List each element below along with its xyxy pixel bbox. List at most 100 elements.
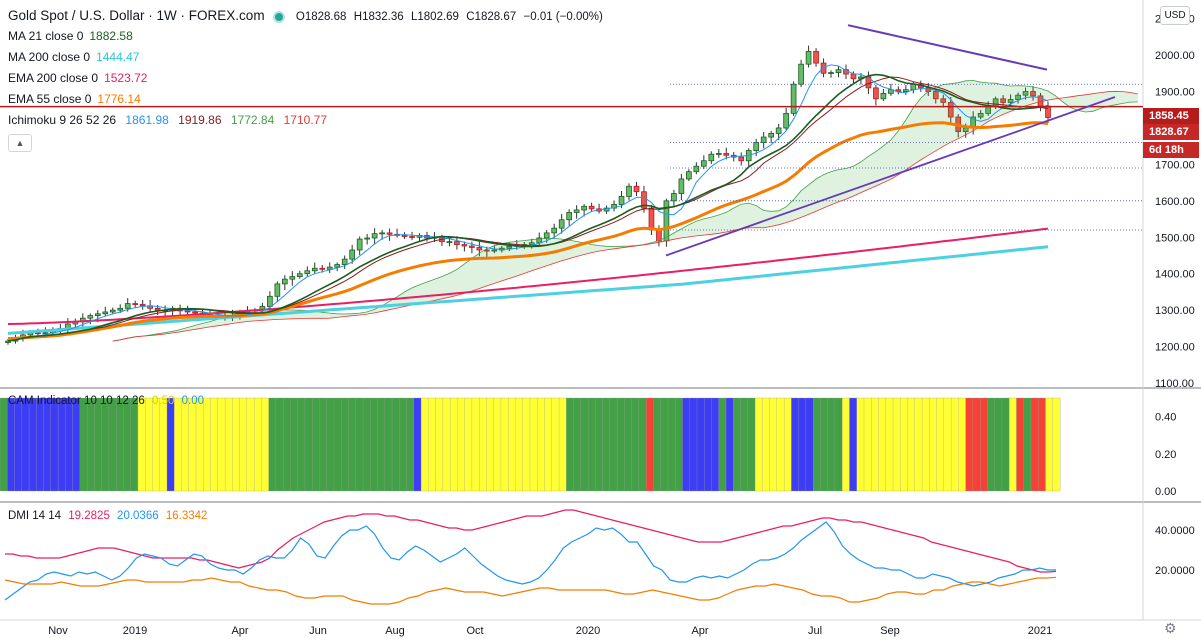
candle-body bbox=[760, 136, 767, 143]
cam-legend[interactable]: CAM Indicator 10 10 12 26 0.50 0.00 bbox=[8, 395, 204, 407]
cam-bar bbox=[370, 397, 378, 492]
cam-bar bbox=[827, 397, 836, 492]
cam-bar bbox=[275, 397, 284, 492]
cam-bar bbox=[348, 397, 357, 492]
cam-bar bbox=[362, 397, 371, 492]
cam-bar bbox=[907, 397, 916, 492]
cam-bar bbox=[616, 397, 625, 492]
cam-bar bbox=[791, 397, 800, 492]
candle-body bbox=[708, 153, 715, 162]
candle-body bbox=[828, 72, 834, 74]
cam-bar bbox=[885, 397, 894, 492]
price-tick-label: 1300.00 bbox=[1155, 305, 1195, 317]
legend-ema55[interactable]: EMA 55 close 0 1776.14 bbox=[8, 92, 141, 106]
cam-bar bbox=[101, 397, 110, 492]
ohlc-change: −0.01 (−0.00%) bbox=[523, 11, 603, 23]
cam-bar bbox=[413, 397, 422, 492]
legend-ema200[interactable]: EMA 200 close 0 1523.72 bbox=[8, 71, 147, 85]
cam-bar bbox=[399, 397, 408, 492]
cam-bar bbox=[914, 397, 923, 492]
cam-bar bbox=[515, 397, 524, 492]
candle-body bbox=[573, 209, 580, 213]
cam-bar bbox=[7, 397, 15, 492]
candle-body bbox=[618, 196, 625, 205]
candle-body bbox=[558, 219, 565, 229]
legend-ma200[interactable]: MA 200 close 0 1444.47 bbox=[8, 50, 139, 64]
time-tick-label: 2019 bbox=[123, 625, 147, 637]
cam-bar bbox=[326, 397, 335, 492]
candle-body bbox=[790, 83, 797, 114]
candle-body bbox=[334, 264, 341, 268]
candle-body bbox=[700, 160, 707, 167]
price-tick-label: 2000.00 bbox=[1155, 50, 1195, 62]
cam-bar bbox=[675, 397, 683, 492]
candle-body bbox=[693, 165, 700, 173]
cam-value-1: 0.50 bbox=[152, 395, 175, 407]
currency-button[interactable]: USD bbox=[1160, 6, 1190, 25]
cam-bar bbox=[522, 397, 531, 492]
collapse-legend-button[interactable]: ▲ bbox=[8, 134, 32, 152]
dmi-tick-label: 20.0000 bbox=[1155, 565, 1195, 577]
cam-bar bbox=[747, 397, 756, 492]
cam-bar bbox=[646, 397, 654, 492]
dmi-adx-line bbox=[5, 509, 1057, 573]
candle-body bbox=[775, 127, 782, 134]
candle-body bbox=[454, 241, 460, 245]
cam-bar bbox=[558, 397, 567, 492]
candle-body bbox=[977, 112, 984, 118]
legend-ema200-value: 1523.72 bbox=[104, 71, 148, 85]
candle-body bbox=[551, 227, 558, 234]
candle-body bbox=[1045, 105, 1051, 118]
price-tick-label: 1700.00 bbox=[1155, 159, 1195, 171]
cam-bar bbox=[181, 397, 190, 492]
candle-body bbox=[1030, 91, 1036, 97]
cam-bar bbox=[733, 397, 741, 492]
settings-gear-icon[interactable]: ⚙ bbox=[1164, 620, 1177, 636]
cam-bar bbox=[1030, 397, 1039, 492]
cam-bar bbox=[508, 397, 516, 492]
time-tick-label: Apr bbox=[231, 625, 248, 637]
candle-body bbox=[274, 283, 281, 297]
candle-body bbox=[903, 89, 909, 92]
cam-bar bbox=[769, 397, 778, 492]
cam-bar bbox=[0, 397, 8, 492]
ichimoku-base-value: 1919.86 bbox=[178, 113, 222, 127]
cam-bar bbox=[1023, 397, 1032, 492]
cam-bar bbox=[130, 397, 139, 492]
cam-bar bbox=[936, 397, 945, 492]
ohlc-high: H1832.36 bbox=[353, 11, 404, 23]
price-tag-hline: 1858.45 bbox=[1143, 108, 1199, 124]
cam-bar bbox=[479, 397, 487, 492]
candle-body bbox=[528, 242, 535, 245]
dmi-legend[interactable]: DMI 14 14 19.2825 20.0366 16.3342 bbox=[8, 510, 207, 522]
price-tick-label: 1600.00 bbox=[1155, 196, 1195, 208]
cam-tick-label: 0.40 bbox=[1155, 412, 1176, 424]
candle-body bbox=[94, 313, 101, 316]
cam-bar bbox=[486, 397, 495, 492]
cam-bar bbox=[1016, 397, 1025, 492]
candle-body bbox=[282, 278, 288, 285]
cam-bar bbox=[464, 397, 473, 492]
ohlc-low: L1802.69 bbox=[410, 11, 459, 23]
ichimoku-conversion-value: 1861.98 bbox=[125, 113, 169, 127]
candle-body bbox=[940, 98, 947, 103]
candle-body bbox=[873, 87, 879, 100]
cam-bar bbox=[195, 397, 204, 492]
legend-ma21[interactable]: MA 21 close 0 1882.58 bbox=[8, 29, 133, 43]
candle-body bbox=[1022, 91, 1029, 96]
symbol-title[interactable]: Gold Spot / U.S. Dollar · 1W · FOREX.com bbox=[8, 8, 265, 23]
cam-bar bbox=[43, 397, 52, 492]
cam-bar bbox=[1001, 397, 1010, 492]
trendline-support bbox=[665, 96, 1116, 257]
cam-bar bbox=[566, 397, 575, 492]
candle-body bbox=[319, 267, 326, 270]
cam-tick-label: 0.00 bbox=[1155, 486, 1176, 498]
cam-bar bbox=[892, 397, 901, 492]
candle-body bbox=[813, 51, 819, 64]
candle-body bbox=[192, 311, 198, 314]
ichimoku-lead2-line bbox=[112, 90, 1138, 342]
legend-ichimoku[interactable]: Ichimoku 9 26 52 26 1861.98 1919.86 1772… bbox=[8, 113, 327, 127]
dmi-label: DMI 14 14 bbox=[8, 510, 62, 522]
cam-bar bbox=[573, 397, 582, 492]
